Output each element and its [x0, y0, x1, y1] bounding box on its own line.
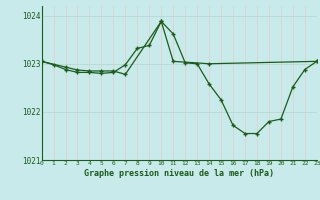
- X-axis label: Graphe pression niveau de la mer (hPa): Graphe pression niveau de la mer (hPa): [84, 169, 274, 178]
